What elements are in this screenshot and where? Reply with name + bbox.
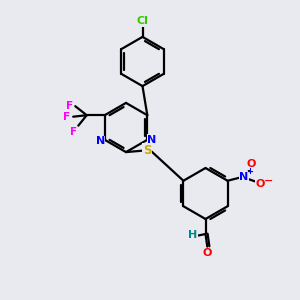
Text: Cl: Cl xyxy=(136,16,148,26)
Text: H: H xyxy=(188,230,197,241)
Text: +: + xyxy=(247,167,254,176)
Text: F: F xyxy=(66,100,74,111)
Text: S: S xyxy=(143,144,151,157)
Text: N: N xyxy=(147,135,156,145)
Text: O: O xyxy=(247,159,256,169)
Text: −: − xyxy=(264,176,273,186)
Text: F: F xyxy=(70,127,77,137)
Text: N: N xyxy=(96,136,105,146)
Text: N: N xyxy=(239,172,249,182)
Text: O: O xyxy=(256,179,265,189)
Text: O: O xyxy=(202,248,212,258)
Text: F: F xyxy=(63,112,70,122)
